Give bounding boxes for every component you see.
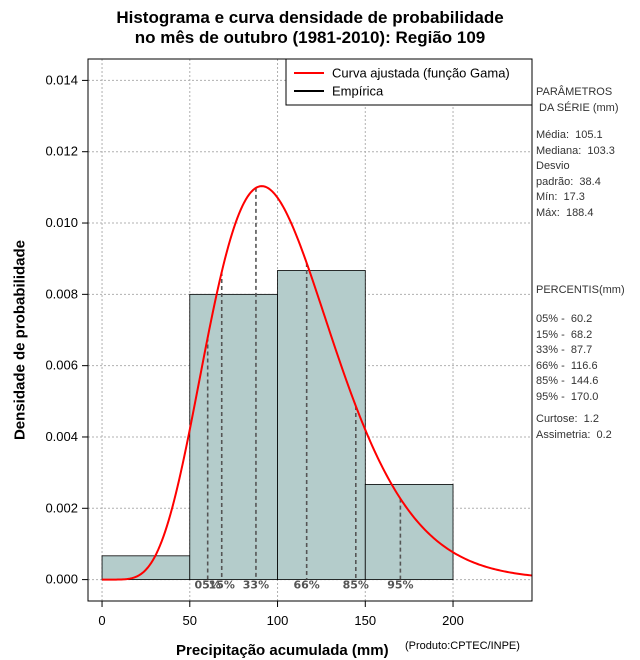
legend-label: Curva ajustada (função Gama)	[332, 66, 510, 81]
percentile-label: 85%	[343, 579, 369, 592]
x-tick-label: 150	[354, 613, 376, 628]
y-tick-label: 0.008	[45, 286, 78, 301]
y-axis-label: Densidade de probabilidade	[11, 239, 29, 441]
params-body: Média: 105.1 Mediana: 103.3 Desvio padrã…	[536, 129, 615, 219]
y-tick-label: 0.014	[45, 72, 78, 87]
chart-title-line2: no mês de outubro (1981-2010): Região 10…	[134, 28, 486, 47]
x-tick-label: 200	[442, 613, 464, 628]
x-tick-label: 100	[267, 613, 289, 628]
chart-title-line1: Histograma e curva densidade de probabil…	[116, 8, 504, 27]
params-title: PARÂMETROS DA SÉRIE (mm)	[536, 86, 619, 114]
percentile-label: 05%	[195, 579, 221, 592]
x-tick-label: 0	[98, 613, 105, 628]
percentis-body: 05% - 60.2 15% - 68.2 33% - 87.7 66% - 1…	[536, 313, 599, 403]
gamma-curve	[102, 185, 533, 581]
percentile-layer: 05%15% 33% 66% 85% 95%	[195, 187, 414, 592]
histogram-bar	[101, 555, 191, 581]
legend-box	[285, 58, 533, 106]
legend: Curva ajustada (função Gama) Empírica	[285, 58, 533, 106]
stats-body: Curtose: 1.2 Assimetria: 0.2	[536, 413, 612, 441]
y-tick-label: 0.010	[45, 215, 78, 230]
percentile-label: 95%	[387, 579, 413, 592]
legend-label: Empírica	[332, 84, 384, 99]
x-tick-label: 50	[183, 613, 197, 628]
histogram-bar	[189, 293, 278, 581]
curve-layer	[102, 185, 533, 581]
y-tick-label: 0.012	[45, 144, 78, 159]
percentile-label: 33%	[243, 579, 269, 592]
chart-title: Histograma e curva densidade de probabil…	[0, 8, 620, 48]
histogram-bar	[364, 483, 454, 581]
bar-layer	[101, 270, 454, 581]
y-tick-label: 0.002	[45, 500, 78, 515]
credit-note: (Produto:CPTEC/INPE)	[405, 640, 520, 652]
percentile-label: 66%	[293, 579, 319, 592]
histogram-bar	[277, 270, 366, 581]
percentile-label: 15%	[209, 579, 235, 592]
y-tick-label: 0.006	[45, 358, 78, 373]
y-tick-label: 0.004	[45, 429, 78, 444]
percentis-title: PERCENTIS(mm)	[536, 284, 625, 296]
axis-layer: 0 50 100 150 200 0.000 0.002 0.004 0.006 0.008 0.0…	[45, 72, 463, 628]
y-tick-label: 0.000	[45, 572, 78, 587]
x-axis-label: Precipitação acumulada (mm)	[176, 642, 389, 659]
